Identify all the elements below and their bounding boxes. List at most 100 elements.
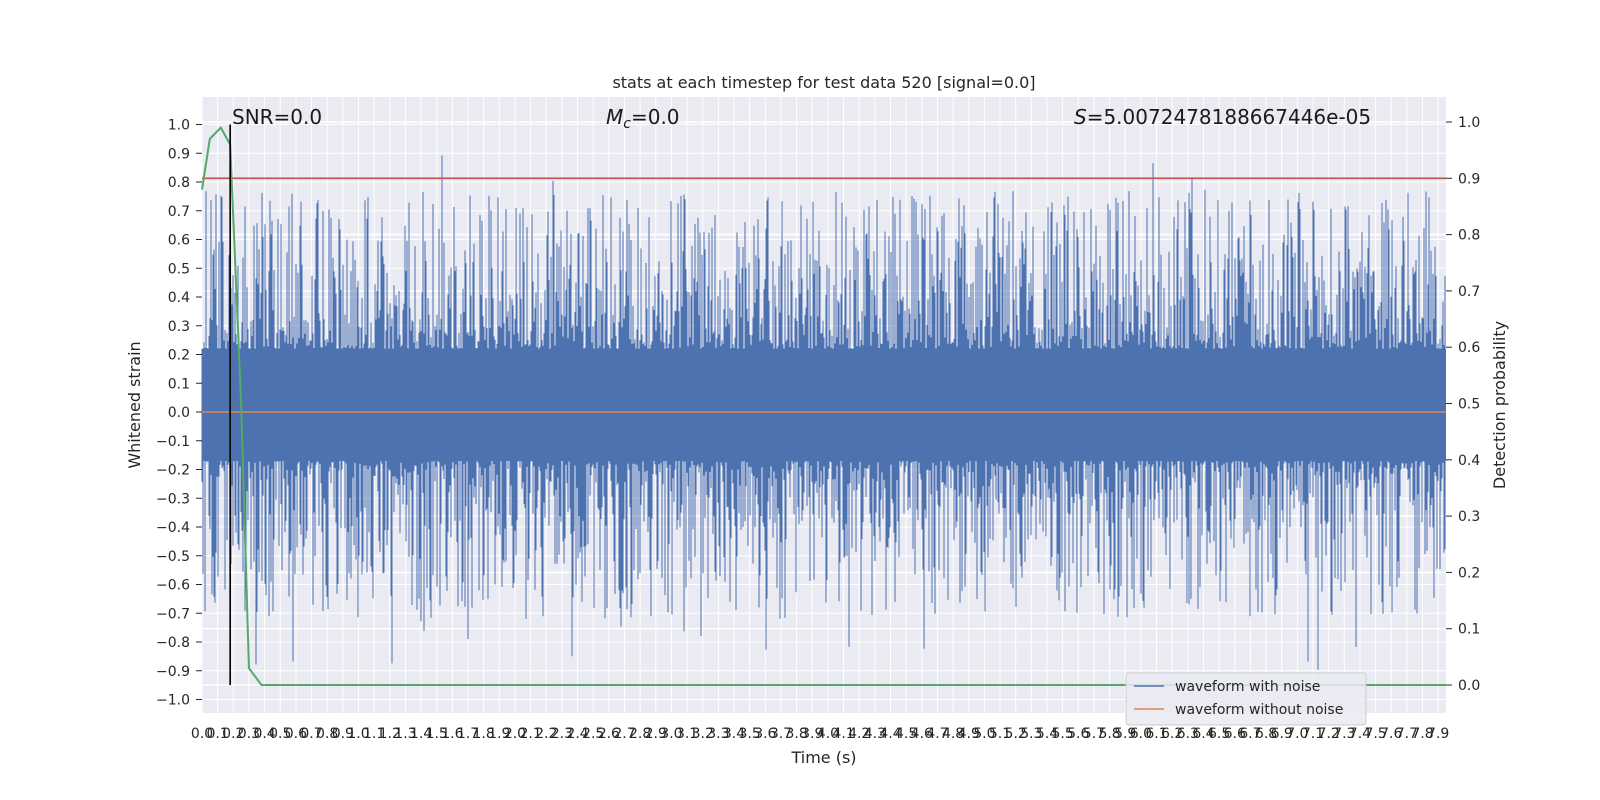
snr-annotation: SNR=0.0 bbox=[232, 105, 322, 129]
x-tick-label: 1.6 bbox=[441, 726, 463, 742]
x-tick-label: 4.0 bbox=[817, 726, 839, 742]
left-y-axis-label: Whitened strain bbox=[125, 341, 144, 468]
x-tick-label: 7.9 bbox=[1427, 726, 1449, 742]
legend-label-clean: waveform without noise bbox=[1175, 702, 1343, 718]
x-tick-label: 3.1 bbox=[676, 726, 698, 742]
left-y-tick-label: 0.1 bbox=[168, 376, 190, 392]
x-tick-label: 7.6 bbox=[1380, 726, 1402, 742]
x-tick-label: 1.1 bbox=[363, 726, 385, 742]
x-tick-label: 5.6 bbox=[1067, 726, 1089, 742]
right-y-tick-label: 0.8 bbox=[1458, 228, 1480, 244]
x-tick-label: 5.9 bbox=[1114, 726, 1136, 742]
x-tick-label: 7.7 bbox=[1396, 726, 1418, 742]
detection-probability-line bbox=[201, 125, 1446, 686]
left-y-tick-label: 0.7 bbox=[168, 204, 190, 220]
x-tick-label: 0.4 bbox=[253, 726, 275, 742]
x-tick-label: 5.5 bbox=[1051, 726, 1073, 742]
x-tick-label: 4.4 bbox=[879, 726, 901, 742]
right-y-tick-label: 0.6 bbox=[1458, 340, 1480, 356]
x-tick-label: 4.7 bbox=[926, 726, 948, 742]
right-y-axis: 1.0 0.9 0.8 0.7 0.6 0.5 0.4 0.3 0.2 0.1 0.0 bbox=[1446, 115, 1480, 694]
x-tick-label: 2.4 bbox=[566, 726, 588, 742]
x-tick-label: 6.4 bbox=[1192, 726, 1214, 742]
left-y-tick-label: 0.3 bbox=[168, 319, 190, 335]
x-tick-label: 2.5 bbox=[582, 726, 604, 742]
s-symbol: S bbox=[1074, 105, 1087, 129]
left-y-tick-label: −0.7 bbox=[156, 606, 190, 622]
x-tick-label: 1.8 bbox=[473, 726, 495, 742]
chirp-mass-symbol: M bbox=[606, 105, 623, 129]
x-tick-label: 0.3 bbox=[238, 726, 260, 742]
x-tick-label: 4.5 bbox=[895, 726, 917, 742]
x-tick-label: 1.5 bbox=[426, 726, 448, 742]
left-y-tick-label: −0.5 bbox=[156, 549, 190, 565]
x-tick-label: 1.3 bbox=[394, 726, 416, 742]
legend-box bbox=[1125, 672, 1367, 726]
x-tick-label: 6.8 bbox=[1255, 726, 1277, 742]
x-tick-label: 7.4 bbox=[1349, 726, 1371, 742]
x-tick-label: 3.5 bbox=[739, 726, 761, 742]
x-tick-label: 5.8 bbox=[1098, 726, 1120, 742]
x-tick-label: 6.3 bbox=[1177, 726, 1199, 742]
x-tick-label: 5.7 bbox=[1083, 726, 1105, 742]
x-tick-label: 7.0 bbox=[1286, 726, 1308, 742]
left-y-tick-label: 0.6 bbox=[168, 233, 190, 249]
right-y-tick-label: 0.0 bbox=[1458, 678, 1480, 694]
x-tick-label: 0.0 bbox=[191, 726, 213, 742]
right-y-tick-label: 0.5 bbox=[1458, 397, 1480, 413]
x-tick-label: 1.2 bbox=[379, 726, 401, 742]
left-y-tick-label: 0.4 bbox=[168, 290, 190, 306]
x-tick-label: 7.5 bbox=[1364, 726, 1386, 742]
x-tick-label: 0.6 bbox=[285, 726, 307, 742]
x-tick-label: 0.1 bbox=[207, 726, 229, 742]
left-y-tick-label: −0.4 bbox=[156, 520, 190, 536]
x-tick-label: 4.3 bbox=[864, 726, 886, 742]
x-tick-label: 1.9 bbox=[488, 726, 510, 742]
x-tick-label: 2.2 bbox=[535, 726, 557, 742]
left-y-tick-label: 0.0 bbox=[168, 405, 190, 421]
x-tick-label: 6.5 bbox=[1208, 726, 1230, 742]
left-y-tick-label: 0.5 bbox=[168, 261, 190, 277]
right-y-tick-label: 0.3 bbox=[1458, 509, 1480, 525]
right-y-tick-label: 0.9 bbox=[1458, 171, 1480, 187]
x-tick-label: 3.4 bbox=[723, 726, 745, 742]
x-tick-label: 6.9 bbox=[1271, 726, 1293, 742]
x-tick-label: 2.8 bbox=[629, 726, 651, 742]
x-tick-label: 1.4 bbox=[410, 726, 432, 742]
waveform-with-noise-series bbox=[201, 155, 1446, 670]
left-y-tick-label: −0.8 bbox=[156, 635, 190, 651]
x-tick-label: 4.9 bbox=[958, 726, 980, 742]
s-value: =5.0072478188667446e-05 bbox=[1087, 105, 1371, 129]
s-annotation: S=5.0072478188667446e-05 bbox=[1074, 105, 1371, 129]
x-tick-label: 3.3 bbox=[707, 726, 729, 742]
left-y-tick-label: −0.2 bbox=[156, 463, 190, 479]
x-tick-label: 0.2 bbox=[222, 726, 244, 742]
x-tick-label: 2.3 bbox=[551, 726, 573, 742]
x-tick-label: 7.1 bbox=[1302, 726, 1324, 742]
right-y-tick-label: 0.7 bbox=[1458, 284, 1480, 300]
chart-title: stats at each timestep for test data 520… bbox=[612, 73, 1035, 92]
x-tick-label: 6.1 bbox=[1145, 726, 1167, 742]
x-tick-label: 3.7 bbox=[770, 726, 792, 742]
right-y-tick-label: 0.4 bbox=[1458, 453, 1480, 469]
x-tick-label: 2.9 bbox=[645, 726, 667, 742]
left-y-tick-label: −0.3 bbox=[156, 491, 190, 507]
x-tick-label: 5.0 bbox=[973, 726, 995, 742]
x-tick-label: 1.7 bbox=[457, 726, 479, 742]
x-tick-label: 4.2 bbox=[848, 726, 870, 742]
left-y-tick-label: 0.2 bbox=[168, 348, 190, 364]
x-tick-label: 3.9 bbox=[801, 726, 823, 742]
x-tick-label: 7.8 bbox=[1411, 726, 1433, 742]
x-tick-label: 2.6 bbox=[598, 726, 620, 742]
x-tick-label: 6.2 bbox=[1161, 726, 1183, 742]
legend-label-noise: waveform with noise bbox=[1175, 679, 1320, 695]
x-tick-label: 3.2 bbox=[692, 726, 714, 742]
x-tick-label: 5.3 bbox=[1020, 726, 1042, 742]
left-y-tick-label: −0.6 bbox=[156, 578, 190, 594]
x-tick-label: 3.6 bbox=[754, 726, 776, 742]
left-y-tick-label: 0.9 bbox=[168, 146, 190, 162]
x-tick-label: 4.6 bbox=[911, 726, 933, 742]
x-tick-label: 0.7 bbox=[300, 726, 322, 742]
x-tick-label: 5.1 bbox=[989, 726, 1011, 742]
